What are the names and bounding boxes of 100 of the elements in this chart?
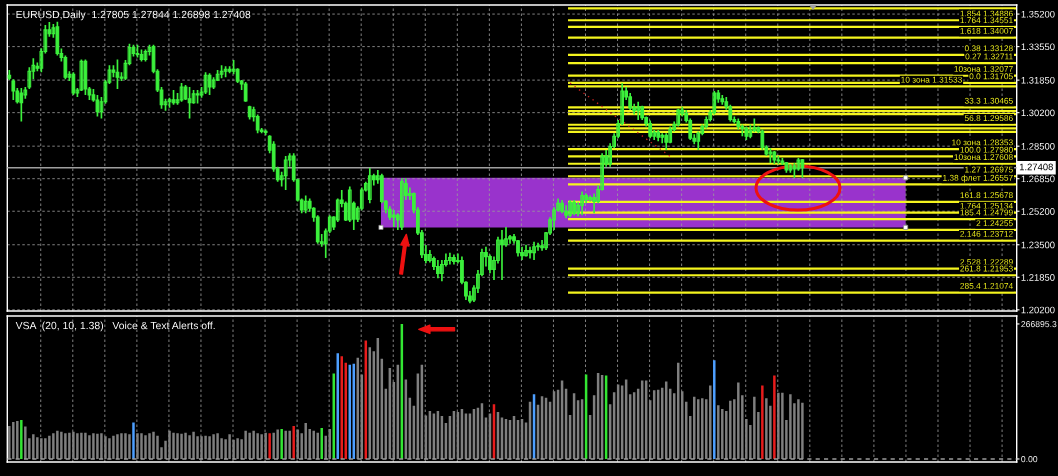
bar	[84, 432, 87, 459]
ref-line-label: 185.4 1.24799	[960, 209, 1013, 216]
bar	[56, 430, 59, 459]
candlestick	[303, 194, 308, 215]
bar	[172, 432, 175, 459]
bar	[64, 433, 67, 459]
ref-line-label: 1.764 1.25134	[960, 202, 1013, 209]
bar	[144, 435, 147, 459]
bar	[80, 432, 83, 459]
y-tick-label: 1.30200	[1021, 109, 1055, 117]
y-tick-label: 1.31850	[1021, 76, 1055, 84]
ref-line-label: 261.8 1.21953	[960, 265, 1013, 272]
bar	[212, 434, 215, 459]
bar	[697, 399, 700, 459]
bar	[264, 432, 267, 459]
ref-line-label: 1.618 1.34007	[960, 27, 1013, 34]
bar	[108, 438, 111, 459]
bar	[188, 435, 191, 459]
ref-line-label: 161.8 1.25678	[960, 192, 1013, 199]
ref-line-label: 2 1.24255	[976, 220, 1013, 227]
bar	[200, 436, 203, 459]
bar	[8, 426, 11, 459]
bar	[68, 432, 71, 459]
bar	[268, 433, 271, 459]
bar	[192, 431, 195, 459]
bar	[761, 385, 764, 459]
bar	[765, 398, 768, 459]
chart-title: EURUSD,Daily 1.27805 1.27844 1.26898 1.27408	[16, 10, 251, 21]
y-tick-label: 1.26850	[1021, 175, 1055, 183]
bar	[116, 434, 119, 459]
bar	[312, 430, 315, 459]
bar	[717, 405, 720, 459]
bar	[12, 422, 15, 459]
bar	[737, 382, 740, 459]
ref-line-label: 33.3 1.30465	[964, 97, 1013, 104]
candlestick	[399, 177, 404, 231]
bar	[48, 435, 51, 459]
ref-line-label: 2.528 1.22289	[960, 259, 1013, 265]
bar	[168, 430, 171, 459]
bar	[288, 430, 291, 459]
y-tick-label: 1.35200	[1021, 10, 1055, 18]
bar	[72, 431, 75, 459]
bar	[320, 428, 323, 459]
bar	[801, 402, 804, 459]
bar	[296, 429, 299, 459]
bar	[88, 435, 91, 459]
ref-line-label: 0.0 1.31705	[969, 73, 1013, 80]
bar	[721, 408, 724, 459]
chart-title: VSA (20, 10, 1.38) Voice & Text Alerts off.	[15, 321, 215, 332]
bar	[152, 431, 155, 459]
bar	[260, 434, 263, 459]
bar	[797, 399, 800, 459]
ref-line-label: 10 зона 1.28353	[952, 139, 1013, 146]
bar	[276, 429, 279, 459]
ref-line-label: 1.854 1.34886	[960, 10, 1013, 17]
bar	[148, 433, 151, 459]
bar	[128, 434, 131, 459]
ref-line-label: 1.764 1.34551	[960, 17, 1013, 24]
bar	[24, 426, 27, 459]
candlestick	[367, 167, 372, 205]
bar	[180, 433, 183, 459]
line-series	[569, 82, 671, 158]
bar	[701, 398, 704, 459]
bar	[216, 433, 219, 459]
candlestick	[580, 190, 584, 217]
bar	[40, 438, 43, 459]
bar	[76, 433, 79, 459]
ref-line-label: 0.38 1.33128	[964, 45, 1013, 52]
bar	[324, 435, 327, 459]
bar	[60, 431, 63, 459]
bar	[729, 400, 732, 459]
bar	[32, 434, 35, 459]
y-tick-label: 1.20200	[1021, 306, 1055, 314]
ref-line-label: 1.27408	[1019, 163, 1053, 171]
bar	[124, 433, 127, 459]
bar	[208, 436, 211, 459]
ref-line-label: 10зона 1.27608	[954, 154, 1013, 161]
ref-line-label: 285.4 1.21074	[960, 282, 1013, 289]
bar	[204, 435, 207, 459]
bar	[96, 433, 99, 459]
y-tick-label: 1.25200	[1021, 208, 1055, 215]
bar	[228, 434, 231, 459]
bar	[112, 435, 115, 459]
bar	[176, 433, 179, 459]
bar	[44, 438, 47, 459]
bar	[184, 432, 187, 459]
bar	[244, 430, 247, 459]
ref-line-label: 10 зона 1.31533	[901, 76, 962, 83]
bar	[773, 375, 776, 459]
bar	[777, 392, 780, 459]
bar	[781, 392, 784, 459]
y-tick-label: 266895.3	[1021, 321, 1057, 328]
bar	[304, 423, 307, 459]
ref-line-label: 0.27 1.32711	[965, 53, 1013, 60]
y-tick-label: 1.23500	[1021, 241, 1055, 249]
bar	[104, 436, 107, 459]
y-tick-label: 0.00	[1021, 456, 1038, 463]
bar	[753, 396, 756, 459]
bar	[52, 433, 55, 459]
ref-line-label: 2.146 1.23712	[960, 230, 1013, 237]
